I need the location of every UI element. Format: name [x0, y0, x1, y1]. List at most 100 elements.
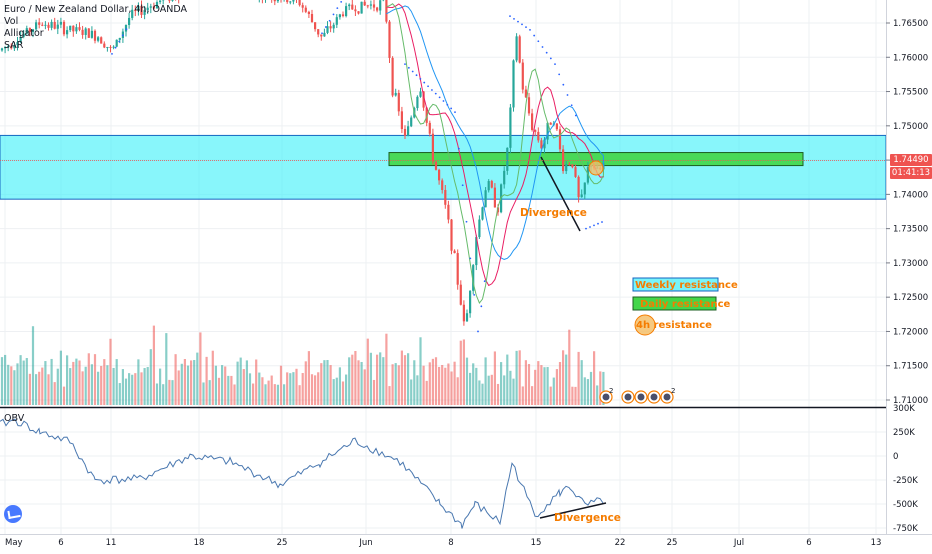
sar-dot	[480, 305, 482, 307]
volume-bar	[119, 383, 121, 405]
volume-bar	[261, 377, 263, 405]
candle-body	[317, 29, 319, 34]
time-tick-label: May	[5, 538, 23, 548]
candle-down	[522, 59, 524, 93]
event-badge-dot	[651, 394, 658, 401]
volume-bar	[426, 381, 428, 405]
volume-bar	[509, 371, 511, 405]
candle-body	[1, 48, 3, 50]
candle-body	[494, 188, 496, 208]
volume-bar	[398, 365, 400, 405]
volume-bar	[540, 365, 542, 405]
volume-bar	[571, 387, 573, 405]
sar-dot	[529, 29, 531, 31]
volume-bar	[218, 378, 220, 405]
event-badge-count: 2	[609, 387, 613, 395]
sar-dot	[542, 46, 544, 48]
candle-body	[361, 2, 363, 14]
volume-bar	[472, 363, 474, 405]
event-badge-dot	[664, 394, 671, 401]
indicator-vol[interactable]: Vol	[4, 16, 187, 28]
sar-dot	[416, 74, 418, 76]
candle-body	[345, 6, 347, 16]
volume-bar	[7, 365, 9, 405]
volume-bar	[69, 368, 71, 405]
volume-bar	[357, 360, 359, 405]
candle-body	[323, 33, 325, 37]
obv-tick-label: 250K	[893, 428, 915, 438]
sar-dot	[458, 148, 460, 150]
volume-bar	[506, 355, 508, 405]
sar-dot	[484, 280, 486, 282]
volume-bar	[122, 369, 124, 405]
volume-bar	[336, 378, 338, 405]
candle-body	[466, 313, 468, 321]
volume-bar	[522, 386, 524, 405]
candle-body	[367, 5, 369, 6]
volume-bar	[367, 339, 369, 405]
volume-bar	[568, 330, 570, 405]
chart-title[interactable]: Euro / New Zealand Dollar, 4h, OANDA	[4, 4, 187, 16]
candle-body	[503, 171, 505, 185]
candle-body	[379, 0, 381, 10]
volume-bar	[553, 378, 555, 405]
volume-bar	[339, 367, 341, 405]
candle-body	[330, 26, 332, 28]
obv-label[interactable]: OBV	[4, 413, 24, 424]
sar-dot	[533, 35, 535, 37]
tradingview-logo-icon[interactable]	[4, 505, 22, 523]
volume-bar	[450, 371, 452, 405]
candle-body	[574, 167, 576, 177]
volume-bar	[103, 359, 105, 405]
event-badge-dot	[638, 394, 645, 401]
candle-up	[361, 2, 363, 14]
volume-bar	[497, 384, 499, 405]
candle-down	[562, 145, 564, 174]
candle-body	[333, 25, 335, 29]
sar-dot	[509, 15, 511, 17]
volume-bar	[240, 358, 242, 405]
candle-body	[457, 253, 459, 285]
volume-bar	[113, 368, 115, 405]
volume-bar	[333, 379, 335, 405]
volume-bar	[376, 355, 378, 405]
candle-body	[277, 0, 279, 1]
candle-body	[488, 181, 490, 190]
sar-dot	[431, 89, 433, 91]
volume-bar	[466, 358, 468, 405]
volume-bar	[447, 363, 449, 405]
sar-dot	[446, 104, 448, 106]
volume-bar	[392, 364, 394, 405]
sar-dot	[473, 294, 475, 296]
indicator-alligator[interactable]: Alligator	[4, 28, 187, 40]
countdown-tag: 01:41:13	[890, 167, 932, 179]
volume-bar	[441, 365, 443, 405]
volume-bar	[32, 326, 34, 405]
candle-body	[302, 5, 304, 8]
candle-body	[292, 0, 294, 1]
volume-bar	[388, 386, 390, 405]
volume-bar	[410, 379, 412, 405]
volume-bar	[63, 387, 65, 405]
obv-tick-label: -500K	[893, 500, 918, 510]
candle-down	[435, 161, 437, 170]
indicator-sar[interactable]: SAR	[4, 40, 187, 52]
volume-bar	[72, 362, 74, 405]
volume-bar	[255, 359, 257, 405]
candle-body	[395, 93, 397, 96]
candle-body	[289, 1, 291, 2]
sar-dot	[567, 94, 569, 96]
volume-bar	[503, 375, 505, 405]
candle-body	[454, 251, 456, 253]
volume-bar	[491, 375, 493, 405]
candle-body	[370, 4, 372, 5]
sar-dot	[439, 96, 441, 98]
volume-bar	[106, 365, 108, 405]
candle-body	[478, 220, 480, 238]
volume-bar	[308, 351, 310, 405]
candle-up	[506, 147, 508, 175]
volume-bar	[109, 339, 111, 405]
volume-bar	[243, 369, 245, 405]
